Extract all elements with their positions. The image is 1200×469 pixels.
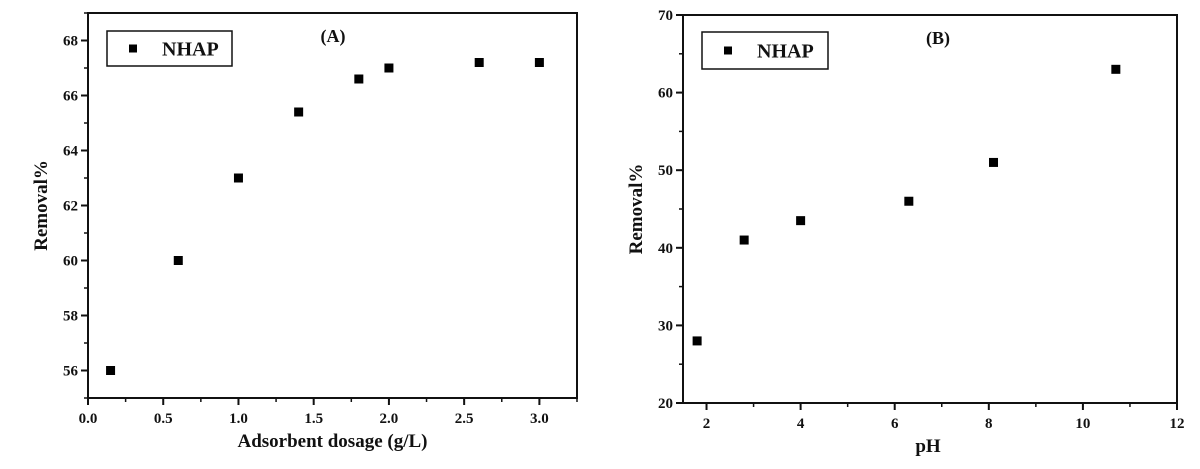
y-tick-label: 66 bbox=[63, 89, 79, 105]
plot-frame bbox=[682, 14, 1178, 404]
plot-frame bbox=[87, 12, 578, 399]
y-tick-label: 60 bbox=[658, 86, 673, 102]
x-tick-label: 12 bbox=[1170, 416, 1185, 432]
legend-marker-square bbox=[724, 46, 732, 55]
x-tick-label: 2.0 bbox=[380, 411, 399, 427]
chart-panel-a: 0.0 0.5 1.0 1.5 2.0 2.5 3.0 56 58 60 62 64 66 68 Adsor… bbox=[31, 12, 578, 452]
y-tick-label: 64 bbox=[63, 144, 79, 160]
legend-marker-square bbox=[129, 44, 137, 53]
x-tick-label: 0.0 bbox=[79, 411, 98, 427]
y-axis-title: Removal% bbox=[31, 160, 52, 251]
legend: NHAP bbox=[701, 31, 829, 70]
data-point bbox=[106, 366, 116, 375]
legend-box bbox=[106, 30, 233, 67]
x-tick-label: 6 bbox=[891, 416, 899, 432]
data-point bbox=[904, 196, 914, 206]
x-tick-label: 4 bbox=[797, 416, 805, 432]
legend: NHAP bbox=[106, 30, 233, 67]
y-tick-label: 50 bbox=[658, 163, 673, 179]
data-point bbox=[796, 216, 806, 226]
legend-label: NHAP bbox=[162, 39, 219, 61]
y-tick-label: 40 bbox=[658, 241, 673, 257]
panel-label: (A) bbox=[321, 26, 346, 47]
x-tick-label: 2 bbox=[703, 416, 711, 432]
data-point bbox=[474, 58, 484, 67]
data-point bbox=[173, 256, 183, 265]
data-point bbox=[989, 157, 999, 167]
data-point bbox=[534, 58, 544, 67]
legend-box bbox=[701, 31, 829, 70]
chart-panel-b: 2 4 6 8 10 12 20 30 40 50 60 70 pH Removal% NHAP (B) bbox=[626, 8, 1185, 457]
y-tick-label: 30 bbox=[658, 318, 673, 334]
x-tick-label: 0.5 bbox=[154, 411, 173, 427]
y-tick-label: 20 bbox=[658, 396, 673, 412]
x-axis-title: pH bbox=[915, 436, 941, 457]
x-tick-label: 1.0 bbox=[229, 411, 248, 427]
y-tick-label: 62 bbox=[63, 199, 78, 215]
x-tick-label: 1.5 bbox=[304, 411, 323, 427]
data-point bbox=[1111, 64, 1121, 74]
data-point bbox=[294, 107, 304, 117]
y-axis-title: Removal% bbox=[626, 164, 647, 255]
y-tick-label: 60 bbox=[63, 254, 78, 270]
y-tick-label: 70 bbox=[658, 8, 673, 24]
panel-label: (B) bbox=[926, 28, 950, 49]
x-tick-label: 10 bbox=[1075, 416, 1090, 432]
data-point bbox=[739, 235, 749, 245]
x-tick-label: 8 bbox=[985, 416, 993, 432]
y-tick-label: 58 bbox=[63, 309, 78, 325]
data-point bbox=[233, 173, 243, 183]
data-point bbox=[354, 74, 364, 84]
x-tick-label: 2.5 bbox=[455, 411, 474, 427]
x-axis-title: Adsorbent dosage (g/L) bbox=[237, 431, 427, 452]
x-tick-label: 3.0 bbox=[530, 411, 549, 427]
legend-label: NHAP bbox=[757, 41, 814, 63]
y-tick-label: 68 bbox=[63, 34, 78, 50]
data-point bbox=[384, 63, 394, 73]
y-tick-label: 56 bbox=[63, 364, 79, 380]
data-point bbox=[692, 336, 702, 346]
